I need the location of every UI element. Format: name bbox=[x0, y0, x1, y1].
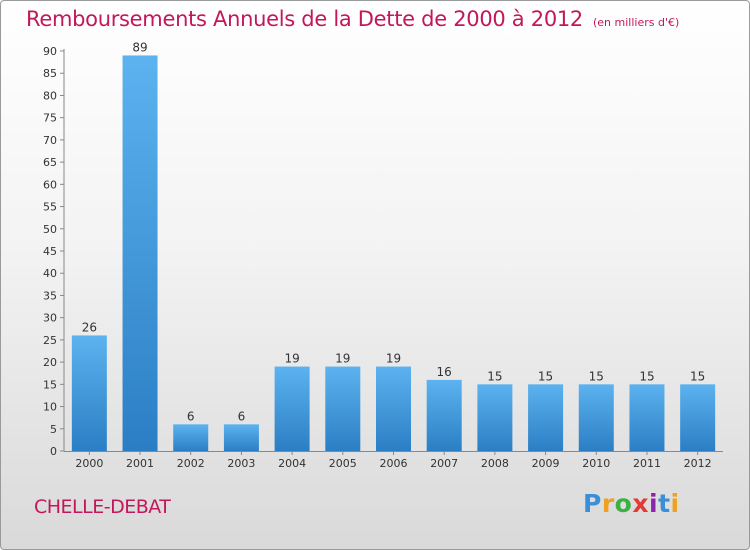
bar-value-label: 6 bbox=[238, 409, 246, 423]
bar-value-label: 15 bbox=[690, 369, 705, 383]
proxiti-logo: Proxiti bbox=[583, 489, 680, 518]
y-tick-label: 15 bbox=[43, 378, 57, 391]
logo-letter: i bbox=[670, 489, 680, 518]
bar bbox=[477, 384, 513, 451]
bar-value-label: 15 bbox=[487, 369, 502, 383]
logo-letter: x bbox=[632, 489, 649, 518]
bar bbox=[223, 424, 259, 451]
y-tick-label: 35 bbox=[43, 289, 57, 302]
y-tick-label: 65 bbox=[43, 156, 57, 169]
bar bbox=[325, 366, 361, 451]
x-tick-label: 2005 bbox=[329, 457, 357, 470]
x-tick-label: 2003 bbox=[227, 457, 255, 470]
x-tick-label: 2004 bbox=[278, 457, 306, 470]
bar-value-label: 19 bbox=[386, 352, 401, 366]
bar bbox=[578, 384, 614, 451]
bar-value-label: 15 bbox=[538, 369, 553, 383]
x-tick-label: 2001 bbox=[126, 457, 154, 470]
chart-title: Remboursements Annuels de la Dette de 20… bbox=[26, 7, 679, 31]
y-tick-label: 45 bbox=[43, 245, 57, 258]
bar bbox=[376, 366, 411, 451]
y-tick-label: 25 bbox=[43, 334, 57, 347]
logo-letter: t bbox=[658, 489, 671, 518]
y-tick-label: 5 bbox=[50, 423, 57, 436]
y-tick-label: 30 bbox=[43, 312, 57, 325]
x-tick-label: 2008 bbox=[481, 457, 509, 470]
logo-letter: P bbox=[583, 489, 602, 518]
y-tick-label: 10 bbox=[43, 401, 57, 414]
bar bbox=[173, 424, 209, 451]
logo-letter: o bbox=[614, 489, 633, 518]
bar-value-label: 6 bbox=[187, 409, 195, 423]
x-tick-label: 2010 bbox=[582, 457, 610, 470]
x-tick-label: 2009 bbox=[532, 457, 560, 470]
x-tick-label: 2011 bbox=[633, 457, 661, 470]
x-tick-label: 2012 bbox=[684, 457, 712, 470]
y-tick-label: 60 bbox=[43, 178, 57, 191]
bar bbox=[122, 55, 158, 451]
y-tick-label: 0 bbox=[50, 445, 57, 458]
title-text: Remboursements Annuels de la Dette de 20… bbox=[26, 7, 583, 31]
bar bbox=[528, 384, 564, 451]
bar bbox=[71, 335, 107, 451]
bar-value-label: 26 bbox=[82, 320, 97, 334]
logo-letter: r bbox=[601, 489, 615, 518]
x-tick-label: 2002 bbox=[177, 457, 205, 470]
bar-value-label: 19 bbox=[284, 352, 299, 366]
x-tick-label: 2000 bbox=[75, 457, 103, 470]
bar bbox=[680, 384, 716, 451]
y-tick-label: 40 bbox=[43, 267, 57, 280]
commune-name: CHELLE-DEBAT bbox=[34, 496, 171, 518]
y-tick-label: 55 bbox=[43, 201, 57, 214]
bar bbox=[274, 366, 310, 451]
y-tick-label: 70 bbox=[43, 134, 57, 147]
bar-value-label: 15 bbox=[639, 369, 654, 383]
y-tick-label: 20 bbox=[43, 356, 57, 369]
bar-value-label: 15 bbox=[589, 369, 604, 383]
bar-value-label: 89 bbox=[132, 40, 147, 54]
y-tick-label: 90 bbox=[43, 45, 57, 58]
bar-value-label: 19 bbox=[335, 352, 350, 366]
y-tick-label: 50 bbox=[43, 223, 57, 236]
y-tick-label: 75 bbox=[43, 112, 57, 125]
y-tick-label: 85 bbox=[43, 67, 57, 80]
bar bbox=[629, 384, 665, 451]
x-tick-label: 2006 bbox=[380, 457, 408, 470]
logo-letter: i bbox=[649, 489, 659, 518]
bar bbox=[426, 379, 462, 451]
unit-note: (en milliers d'€) bbox=[593, 16, 680, 29]
x-tick-label: 2007 bbox=[430, 457, 458, 470]
y-tick-label: 80 bbox=[43, 89, 57, 102]
bar-value-label: 16 bbox=[437, 365, 452, 379]
